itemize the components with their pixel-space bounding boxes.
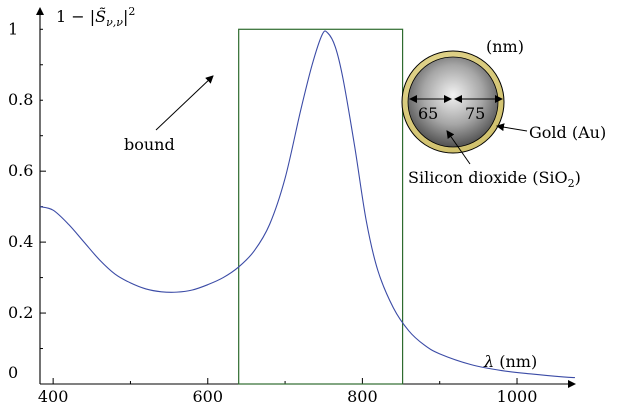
ticks bbox=[40, 28, 518, 385]
shell-dimension: 75 bbox=[465, 104, 485, 123]
bound-arrow bbox=[155, 75, 214, 131]
x-tick-label: 800 bbox=[347, 387, 378, 406]
x-tick-label: 1000 bbox=[497, 387, 538, 406]
x-axis-label: λ (nm) bbox=[483, 352, 537, 371]
axes bbox=[36, 7, 576, 388]
inner-dimension: 65 bbox=[418, 104, 438, 123]
nanoparticle-diagram: 65 75 (nm) Gold (Au) Silicon dioxide (Si… bbox=[401, 37, 606, 190]
x-tick-label: 400 bbox=[38, 387, 69, 406]
tick-labels: 0 0.2 0.4 0.6 0.8 1 400 600 800 1000 bbox=[8, 19, 537, 406]
gold-arrow bbox=[496, 123, 528, 132]
y-tick-label: 1 bbox=[8, 19, 18, 38]
y-tick-label: 0.8 bbox=[8, 90, 33, 109]
y-tick-label: 0.4 bbox=[8, 232, 33, 251]
silica-label: Silicon dioxide (SiO2) bbox=[408, 168, 581, 190]
silica-arrow bbox=[446, 130, 471, 165]
gold-label: Gold (Au) bbox=[529, 123, 606, 142]
y-tick-label: 0.2 bbox=[8, 303, 33, 322]
silica-core bbox=[407, 56, 499, 148]
unit-label: (nm) bbox=[486, 37, 524, 56]
y-tick-label: 0 bbox=[8, 363, 18, 382]
y-tick-label: 0.6 bbox=[8, 161, 33, 180]
series-line bbox=[39, 30, 576, 379]
bound-label: bound bbox=[124, 135, 175, 154]
bound-box bbox=[238, 28, 404, 385]
y-axis-label: 1 − |S̃ν,ν|2 bbox=[56, 5, 135, 29]
x-tick-label: 600 bbox=[192, 387, 223, 406]
